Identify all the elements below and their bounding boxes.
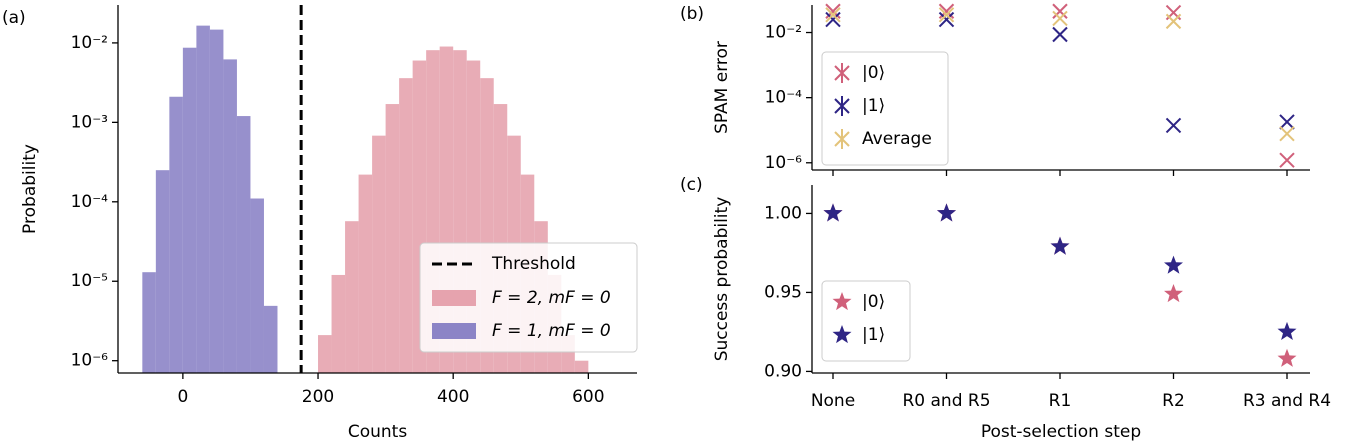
legend-marker [832,292,852,311]
x-marker [938,7,955,23]
x-marker [1165,117,1182,134]
y-tick-label: 10⁻² [71,33,108,53]
legend-label: |1⟩ [862,325,885,345]
panel: (b) SPAM error 10⁻⁶ 10⁻⁴ 10⁻² |0⟩ |1⟩ Average [680,3,1310,176]
x-axis-label: Post-selection step [981,422,1141,442]
panel: (a) Probability 10⁻⁶ 10⁻⁵ 10⁻⁴ 10⁻³ 10⁻² 0 200 40… [2,5,638,442]
x-tick-label: R3 and R4 [1243,391,1331,411]
histogram-bar [331,274,346,373]
y-tick-label: 0.90 [764,361,802,381]
y-tick-label: 10⁻⁴ [765,88,803,108]
histogram-bar [250,198,264,373]
legend-label: |0⟩ [862,63,885,83]
histogram-bar [345,221,359,373]
histogram-bar [318,335,332,373]
histogram-bar [209,29,224,373]
star-marker [1050,236,1070,255]
star-marker [937,203,956,222]
y-tick-label: 10⁻⁶ [765,153,803,173]
star-marker [823,203,843,222]
x-marker [825,7,841,23]
histogram-bar [182,47,197,374]
legend-label: F = 2, mF = 0 [492,288,611,308]
x-tick-label: 200 [302,387,334,407]
legend-label: Threshold [491,254,576,274]
x-axis-label: Counts [348,422,407,442]
x-tick-label: 400 [437,387,469,407]
panel-label: (c) [680,175,703,195]
x-marker [1165,13,1182,30]
x-marker [1052,10,1068,27]
histogram-bar [385,104,400,373]
histogram-bar [155,170,170,373]
y-tick-label: 0.95 [764,282,802,302]
star-marker [1277,348,1297,367]
histogram-bar [372,135,386,373]
histogram-bar [196,25,210,374]
x-marker [825,11,841,28]
y-tick-label: 10⁻² [765,23,802,43]
panel-label: (b) [680,4,704,24]
legend-label: Average [862,129,932,149]
x-marker [938,11,955,28]
histogram-bar [263,305,278,373]
star-marker [1164,284,1183,303]
x-marker [1279,114,1295,130]
x-marker [1279,126,1295,142]
x-marker [1052,26,1068,43]
x-tick-label: None [811,391,855,411]
x-marker [1279,152,1295,168]
y-tick-label: 1.00 [764,203,802,223]
panel: (c) Success probability 0.90 0.95 1.00 None R0… [680,175,1331,442]
y-tick-label: 10⁻³ [71,112,108,132]
x-tick-label: 0 [177,387,188,407]
y-axis-label: SPAM error [712,41,732,134]
histogram-bar [236,116,251,373]
y-axis-label: Probability [20,144,40,234]
histogram-bar [574,360,589,373]
star-marker [1277,321,1297,340]
x-tick-label: 600 [572,387,604,407]
legend-label: |0⟩ [862,292,885,312]
y-tick-label: 10⁻⁵ [71,271,108,291]
legend-box [821,51,949,166]
panel-label: (a) [2,8,26,28]
y-tick-label: 10⁻⁴ [71,192,109,212]
legend-marker [832,325,852,344]
star-marker [1164,255,1183,274]
x-tick-label: R1 [1049,391,1072,411]
x-tick-label: R2 [1162,391,1185,411]
legend-swatch [432,323,476,339]
y-axis-label: Success probability [712,197,732,362]
histogram-bar [358,174,373,373]
x-tick-label: R0 and R5 [902,391,990,411]
histogram-bar [399,78,413,373]
histogram-bar [142,272,156,373]
legend-label: |1⟩ [862,96,885,116]
histogram-bar [169,96,183,373]
legend-swatch [432,290,476,306]
y-tick-label: 10⁻⁶ [71,351,109,371]
legend-label: F = 1, mF = 0 [492,321,611,341]
histogram-bar [223,59,237,373]
x-marker [1052,3,1068,19]
